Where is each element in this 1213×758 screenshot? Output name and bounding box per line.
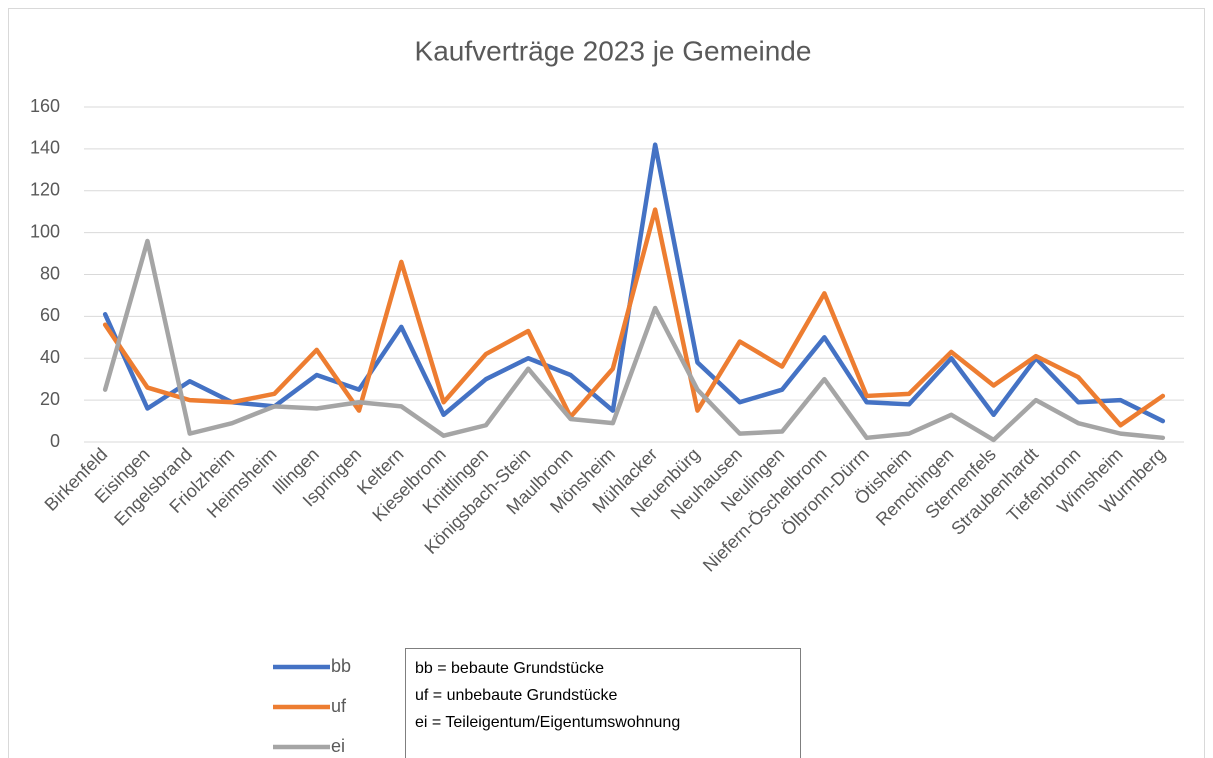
chart-title: Kaufverträge 2023 je Gemeinde	[415, 35, 812, 66]
annotation-text: ei = Teileigentum/Eigentumswohnung	[415, 714, 680, 731]
legend-label: uf	[331, 696, 347, 716]
annotation-text: uf = unbebaute Grundstücke	[415, 687, 617, 704]
y-tick-label: 120	[30, 180, 60, 200]
annotation-text: bb = bebaute Grundstücke	[415, 660, 604, 677]
annotation-box	[405, 648, 801, 758]
series-line	[102, 238, 1166, 443]
y-tick-label: 20	[40, 389, 60, 409]
y-tick-label: 100	[30, 221, 60, 241]
y-tick-label: 40	[40, 347, 60, 367]
chart-border	[8, 8, 1205, 758]
y-tick-label: 140	[30, 138, 60, 158]
y-tick-label: 160	[30, 96, 60, 116]
y-tick-label: 60	[40, 305, 60, 325]
legend-label: bb	[331, 656, 351, 676]
series-line	[102, 142, 1166, 424]
y-tick-label: 80	[40, 263, 60, 283]
legend-label: ei	[331, 736, 345, 756]
series-line	[102, 207, 1166, 428]
y-tick-label: 0	[50, 431, 60, 451]
